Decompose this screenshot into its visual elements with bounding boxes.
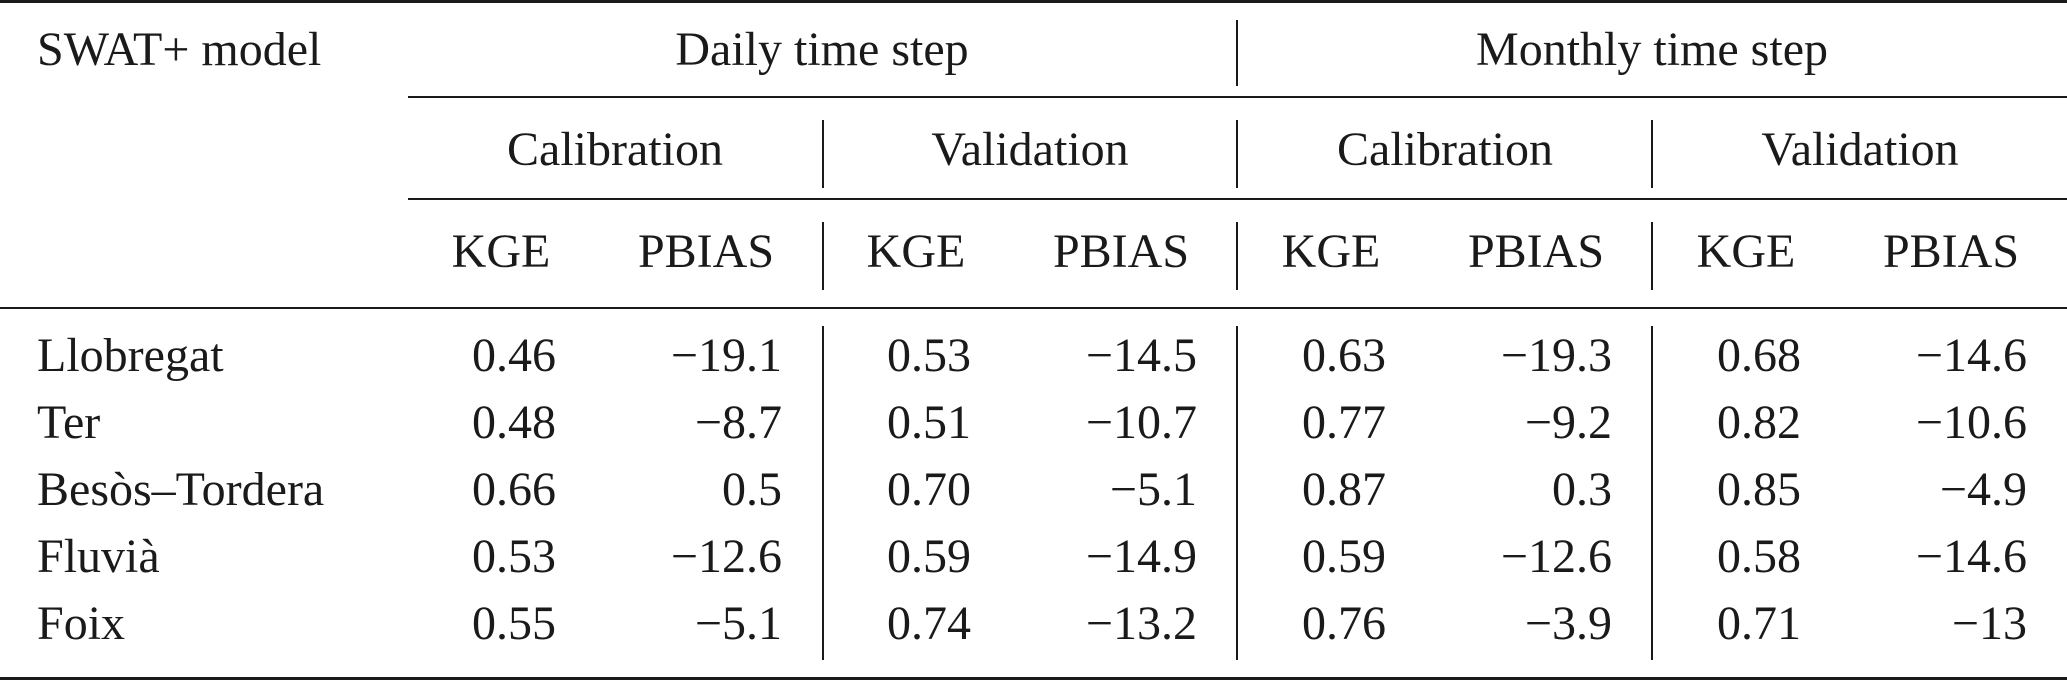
cell-value: 0.82 [1717,396,1801,449]
cell-value: 0.76 [1302,597,1386,650]
cell-value: −10.7 [1085,396,1197,449]
metric-header-kge: KGE [1696,225,1796,278]
metric-divider [1651,222,1653,290]
cell-value: 0.71 [1717,597,1801,650]
cell-value: 0.63 [1302,329,1386,382]
body-divider [1236,326,1238,660]
header-rule [0,307,2067,309]
metric-header-pbias: PBIAS [1467,225,1605,278]
cell-value: 0.59 [887,530,971,583]
metric-header-pbias: PBIAS [1052,225,1190,278]
cell-value: 0.5 [722,463,782,516]
period-rule [408,198,2067,200]
row-name: Besòs–Tordera [37,463,325,516]
period-divider [1651,120,1653,188]
cell-value: 0.87 [1302,463,1386,516]
cell-value: 0.51 [887,396,971,449]
row-name: Foix [37,597,126,650]
cell-value: −5.1 [1109,463,1197,516]
body-divider [1651,326,1653,660]
cell-value: 0.53 [887,329,971,382]
cell-value: 0.77 [1302,396,1386,449]
cell-value: −14.6 [1915,530,2027,583]
metric-divider [822,222,824,290]
metric-header-pbias: PBIAS [637,225,775,278]
cell-value: 0.59 [1302,530,1386,583]
body-divider [822,326,824,660]
cell-value: 0.48 [472,396,556,449]
period-header-daily-calibration: Calibration [507,123,723,176]
cell-value: 0.85 [1717,463,1801,516]
metric-header-kge: KGE [1281,225,1381,278]
period-divider [822,120,824,188]
cell-value: −10.6 [1915,396,2027,449]
row-name: Llobregat [37,329,224,382]
cell-value: −4.9 [1939,463,2027,516]
cell-value: 0.53 [472,530,556,583]
cell-value: −8.7 [694,396,782,449]
metric-header-kge: KGE [866,225,966,278]
row-name: Fluvià [37,530,160,583]
period-divider [1236,120,1238,188]
cell-value: −3.9 [1524,597,1612,650]
group-divider [1236,20,1238,86]
bottom-rule [0,677,2067,680]
cell-value: −19.3 [1500,329,1612,382]
cell-value: −14.5 [1085,329,1197,382]
cell-value: 0.70 [887,463,971,516]
cell-value: 0.3 [1552,463,1612,516]
group-rule [408,96,2067,98]
cell-value: 0.68 [1717,329,1801,382]
period-header-monthly-calibration: Calibration [1337,123,1553,176]
cell-value: 0.58 [1717,530,1801,583]
group-header-daily: Daily time step [675,23,969,76]
cell-value: −13 [1951,597,2027,650]
cell-value: 0.55 [472,597,556,650]
cell-value: −9.2 [1524,396,1612,449]
cell-value: −13.2 [1085,597,1197,650]
metric-divider [1236,222,1238,290]
cell-value: −14.9 [1085,530,1197,583]
cell-value: 0.46 [472,329,556,382]
cell-value: −12.6 [670,530,782,583]
cell-value: −19.1 [670,329,782,382]
cell-value: −5.1 [694,597,782,650]
metric-header-kge: KGE [451,225,551,278]
row-name: Ter [37,396,101,449]
stub-header: SWAT+ model [37,23,322,76]
cell-value: 0.66 [472,463,556,516]
cell-value: −14.6 [1915,329,2027,382]
period-header-monthly-validation: Validation [1761,123,1959,176]
top-rule [0,0,2067,3]
cell-value: −12.6 [1500,530,1612,583]
cell-value: 0.74 [887,597,971,650]
metric-header-pbias: PBIAS [1882,225,2020,278]
group-header-monthly: Monthly time step [1476,23,1828,76]
period-header-daily-validation: Validation [931,123,1129,176]
